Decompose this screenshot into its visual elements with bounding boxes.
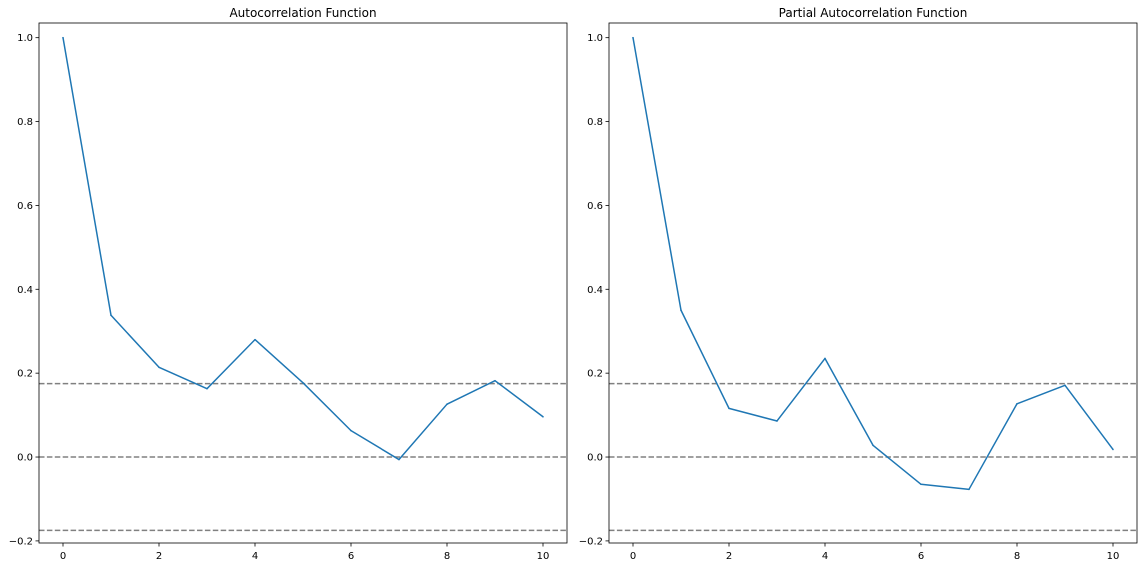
acf-xtick-label-3: 6 [348, 551, 354, 562]
pacf-point-9 [1064, 384, 1066, 387]
pacf-point-0 [632, 36, 634, 39]
acf-point-3 [206, 387, 208, 390]
acf-point-4 [254, 338, 256, 341]
acf-ytick-label-4: 0.6 [17, 201, 33, 212]
acf-point-9 [494, 379, 496, 382]
acf-point-10 [542, 415, 544, 418]
pacf-ytick-label-4: 0.6 [587, 201, 603, 212]
acf-xtick-label-0: 0 [60, 551, 66, 562]
acf-ytick-label-2: 0.2 [17, 369, 33, 380]
pacf-point-3 [776, 420, 778, 422]
pacf-axes-frame [608, 22, 1138, 544]
acf-xtick-label-4: 8 [444, 551, 450, 562]
pacf-point-5 [872, 444, 874, 447]
acf-xtick-label-1: 2 [156, 551, 162, 562]
acf-point-1 [110, 314, 112, 317]
acf-ytick-label-5: 0.8 [17, 117, 33, 128]
pacf-ytick-label-6: 1.0 [587, 33, 603, 44]
acf-ytick-label-6: 1.0 [17, 33, 33, 44]
acf-xtick-label-5: 10 [537, 551, 550, 562]
pacf-xtick-label-0: 0 [630, 551, 636, 562]
acf-title: Autocorrelation Function [229, 6, 376, 20]
pacf-point-8 [1016, 402, 1018, 405]
pacf-point-1 [680, 309, 682, 312]
pacf-xtick-label-2: 4 [822, 551, 828, 562]
acf-point-2 [158, 366, 160, 369]
pacf-point-4 [824, 357, 826, 360]
pacf-xtick-label-1: 2 [726, 551, 732, 562]
acf-ytick-label-0: −0.2 [9, 536, 33, 547]
acf-point-6 [350, 429, 352, 432]
pacf-point-2 [728, 407, 730, 410]
pacf-ytick-label-2: 0.2 [587, 369, 603, 380]
pacf-panel: Partial Autocorrelation Function 0 2 4 6 8 10 −… [579, 6, 1138, 562]
acf-point-7 [398, 458, 400, 461]
acf-point-5 [302, 382, 304, 384]
acf-ytick-label-1: 0.0 [17, 453, 33, 464]
pacf-xtick-label-3: 6 [918, 551, 924, 562]
pacf-ytick-label-1: 0.0 [587, 453, 603, 464]
pacf-title: Partial Autocorrelation Function [779, 6, 968, 20]
pacf-point-10 [1112, 448, 1114, 451]
acf-series-line-0 [62, 37, 544, 461]
pacf-ytick-label-5: 0.8 [587, 117, 603, 128]
acf-point-0 [62, 36, 64, 39]
pacf-ytick-label-0: −0.2 [579, 536, 603, 547]
acf-point-8 [446, 403, 448, 405]
acf-xtick-label-2: 4 [252, 551, 258, 562]
acf-ytick-label-3: 0.4 [17, 285, 33, 296]
pacf-point-7 [968, 488, 970, 491]
pacf-point-6 [920, 483, 922, 486]
pacf-series-line-0 [632, 37, 1114, 491]
acf-axes-frame [38, 22, 568, 544]
pacf-xtick-label-4: 8 [1014, 551, 1020, 562]
acf-panel: Autocorrelation Function 0 2 4 6 8 10 −0.2 0.0 0.… [9, 6, 568, 562]
pacf-xtick-label-5: 10 [1107, 551, 1120, 562]
pacf-ytick-label-3: 0.4 [587, 285, 603, 296]
